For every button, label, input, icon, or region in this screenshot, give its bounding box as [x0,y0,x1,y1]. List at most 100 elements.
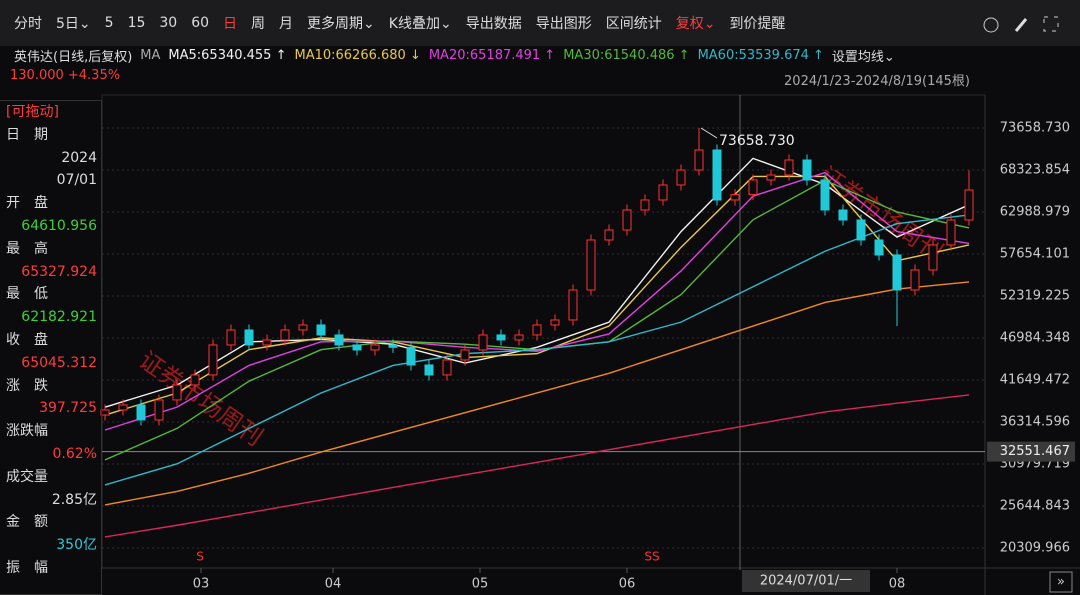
candle-body [712,149,722,201]
candle-body [388,344,398,348]
x-tick-label: 05 [472,577,489,592]
toolbar: 分时 5日⌄ 5 15 30 60 日周月更多周期⌄ K线叠加⌄ 导出数据 导出图形 区间统计 复权⌄… [0,0,1080,46]
icon[interactable] [1014,18,1028,32]
ma-line [104,214,970,486]
toolbar-button[interactable]: 分时 [14,16,42,32]
candle-body [442,359,452,376]
legend-entry: MA30:61540.486 ↑ [563,47,690,63]
panel-label: 日 期 [6,126,48,143]
stock-label[interactable]: 英伟达(日线,后复权) [14,49,133,65]
ma-settings[interactable]: 设置均线⌄ [831,49,895,65]
candle-body [838,209,848,221]
signal-marker: S [196,550,204,564]
x-tick-label: 08 [889,577,906,592]
toolbar-button[interactable]: 15 [127,15,146,31]
toolbar-button[interactable]: 复权⌄ [675,16,716,32]
candle-body [514,334,524,341]
candle-body [226,329,236,346]
y-tick-label: 20309.966 [1000,541,1070,556]
legend-entry: MA5:65340.455 ↑ [168,47,287,63]
ma-line [104,394,970,538]
candle-body [604,229,614,241]
y-tick-label: 25644.843 [1000,499,1070,514]
y-tick-label: 57654.101 [1000,246,1070,261]
y-tick-label: 68323.854 [1000,162,1070,177]
candle-body [280,329,290,341]
annotation-arrow [700,127,718,139]
x-tick-label: 03 [193,577,210,592]
candle-body [244,329,254,346]
drag-label[interactable]: [可拖动] [6,104,59,120]
candle-body [496,334,506,341]
watermark: 证券市场周刊 [134,346,268,452]
icon[interactable] [1043,16,1059,32]
y-tick-label: 46984.348 [1000,331,1070,346]
toolbar-button[interactable]: 日 [223,16,238,32]
panel-label: 成交量 [6,468,48,485]
legend-entry: MA10:66266.680 ↓ [294,47,421,63]
toolbar-button[interactable]: 5日⌄ [56,16,91,32]
panel-label: 涨 跌 [6,377,48,394]
toolbar-button[interactable]: 区间统计 [605,16,662,32]
candle-body [100,409,110,416]
toolbar-button[interactable]: 更多周期⌄ [307,16,375,32]
toolbar-button[interactable]: 到价提醒 [729,16,786,32]
candle-body [136,404,146,421]
price-change: 130.000 +4.35% [10,68,121,83]
candle-body [154,399,164,421]
candle-body [622,209,632,231]
scroll-button[interactable] [1049,571,1073,593]
candle-body [586,239,596,291]
ma-line [104,157,970,408]
ma-legend: 英伟达(日线,后复权) MA MA5:65340.455 ↑ MA10:66266… [14,44,903,66]
icon[interactable] [983,17,999,33]
legend-entry: MA20:65187.491 ↑ [428,47,556,63]
y-tick-label: 62988.979 [1000,204,1070,219]
panel-value: 65327.924 [21,263,97,280]
candle-body [316,324,326,336]
panel-value: 07/01 [56,172,97,189]
candle-body [694,149,704,171]
candle-body [748,179,758,196]
candle-body [730,194,740,201]
info-panel: [可拖动] 日 期 2024 07/01 开 盘 64610.956 最 高 65327.92… [0,100,102,595]
panel-value: 397.725 [39,400,97,417]
candle-body [208,344,218,376]
candle-body [964,189,974,221]
toolbar-button[interactable]: 5 [104,15,114,31]
panel-value: 0.62% [52,445,97,462]
candle-body [874,239,884,256]
toolbar-button[interactable]: 月 [279,16,294,32]
toolbar-button[interactable]: K线叠加⌄ [388,16,452,32]
panel-value: 62182.921 [21,309,97,326]
candle-body [910,269,920,291]
toolbar-button[interactable]: 导出图形 [535,16,592,32]
candle-body [550,319,560,326]
crosshair-box [742,570,870,592]
panel-value: 64610.956 [21,217,97,234]
panel-value: 65045.312 [21,354,97,371]
candle-body [820,179,830,211]
y-tick-label: 52319.225 [1000,288,1070,303]
last-price-box [987,441,1075,462]
candle-body [568,289,578,321]
panel-label: 涨跌幅 [6,423,48,440]
toolbar-button[interactable]: 30 [159,15,178,31]
candle-body [658,184,668,201]
candle-body [766,174,776,181]
scroll-icon: » [1057,575,1065,590]
toolbar-button[interactable]: 导出数据 [465,16,522,32]
candle-body [478,334,488,351]
x-tick-label: 04 [325,577,342,592]
toolbar-button[interactable]: 60 [191,15,210,31]
toolbar-button[interactable]: 周 [251,16,266,32]
candle-body [334,334,344,346]
candle-body [406,346,416,366]
x-tick-label: 06 [619,577,636,592]
panel-label: 金 额 [6,514,48,531]
crosshair-date: 2024/07/01/一 [760,574,852,589]
legend-entry: MA60:53539.674 ↑ [697,47,824,63]
candle-body [190,374,200,386]
